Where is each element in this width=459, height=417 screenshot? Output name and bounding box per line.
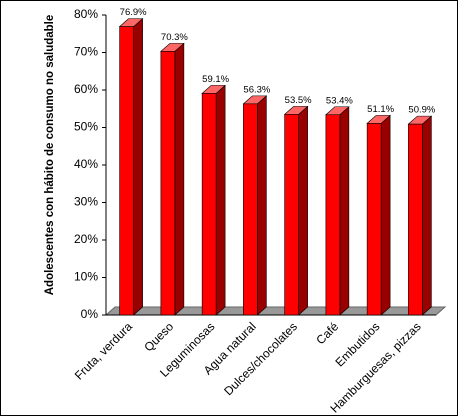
bar: [201, 84, 226, 316]
bar-side: [257, 95, 267, 316]
floor: [104, 306, 447, 316]
bar-front: [366, 123, 382, 316]
value-label: 50.9%: [408, 105, 435, 116]
value-label: 59.1%: [202, 74, 229, 85]
y-tick-label: 0%: [81, 307, 99, 321]
bar: [160, 42, 185, 316]
value-label: 56.3%: [243, 84, 270, 95]
y-tick-label: 30%: [74, 195, 98, 209]
bar-side: [339, 106, 350, 316]
bar-front: [201, 93, 217, 316]
bar: [366, 114, 391, 316]
value-label: 76.9%: [120, 7, 147, 18]
y-axis-label: Adolescentes con hábito de consumo no sa…: [44, 14, 56, 296]
y-tick-label: 70%: [74, 45, 98, 59]
y-tick-label: 10%: [74, 270, 98, 284]
bar: [283, 105, 309, 316]
bar-side: [298, 105, 308, 316]
bar: [118, 17, 144, 316]
y-tick-label: 60%: [74, 82, 98, 96]
bar: [242, 95, 268, 316]
y-tick-label: 40%: [74, 157, 98, 171]
bar: [325, 106, 350, 316]
bar-front: [284, 114, 299, 316]
bar-front: [325, 114, 341, 316]
value-label: 51.1%: [367, 104, 394, 115]
bar-side: [422, 115, 432, 316]
bar-front: [243, 103, 258, 316]
bar-side: [215, 84, 226, 316]
bar: [407, 115, 433, 316]
y-tick-label: 50%: [74, 120, 98, 134]
value-label: 70.3%: [161, 32, 188, 43]
bar-side: [133, 17, 143, 316]
bar-front: [160, 51, 176, 316]
y-tick-label: 80%: [74, 7, 98, 21]
value-label: 53.4%: [326, 95, 353, 106]
bar-front: [408, 123, 423, 316]
bar-front: [119, 26, 134, 316]
value-label: 53.5%: [285, 95, 312, 106]
bar-side: [174, 42, 185, 316]
bar-side: [380, 114, 391, 316]
y-tick-label: 20%: [74, 232, 98, 246]
